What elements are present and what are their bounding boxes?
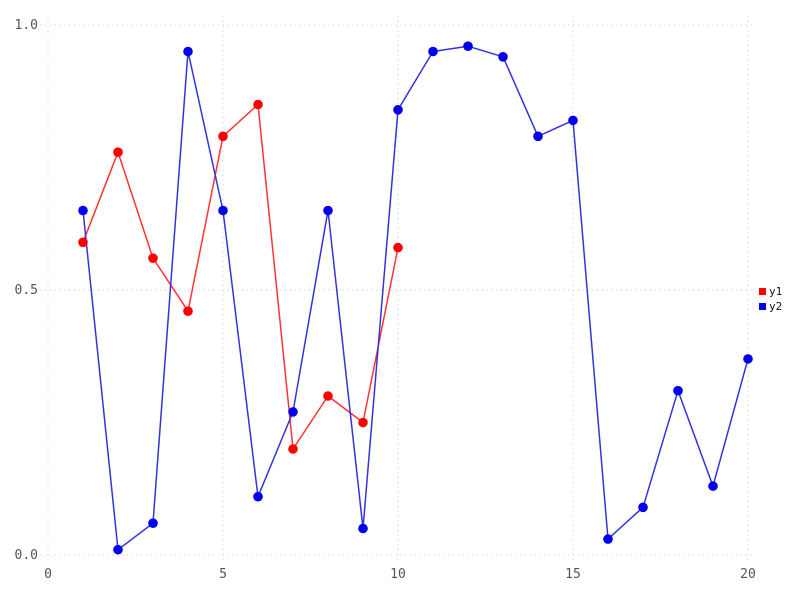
x-tick-label: 20 [740, 567, 756, 582]
y-tick-label: 0.0 [15, 548, 38, 563]
series-point-y2 [358, 523, 368, 534]
series-point-y2 [428, 46, 438, 57]
series-point-y2 [218, 205, 228, 216]
x-tick-label: 15 [565, 567, 581, 582]
series-point-y1 [393, 242, 403, 253]
series-point-y1 [78, 237, 88, 248]
series-point-y2 [78, 205, 88, 216]
series-line-y2 [82, 45, 749, 551]
series-point-y2 [183, 46, 193, 57]
series-point-y2 [148, 518, 158, 528]
series-point-y1 [113, 147, 123, 157]
x-tick-label: 5 [219, 567, 227, 582]
series-point-y1 [218, 131, 228, 142]
x-tick-label: 0 [44, 567, 52, 582]
series-point-y2 [498, 52, 508, 62]
series-point-y2 [603, 534, 613, 544]
legend-label-y1: y1 [769, 285, 782, 298]
series-line-y1 [82, 103, 399, 450]
series-point-y1 [183, 306, 193, 317]
series-point-y2 [533, 131, 543, 142]
series-point-y1 [148, 253, 158, 263]
legend-label-y2: y2 [769, 300, 782, 313]
series-point-y2 [568, 115, 578, 126]
legend-swatch-y2 [759, 303, 766, 310]
series-point-y2 [288, 407, 298, 417]
series-point-y1 [323, 391, 333, 401]
series-point-y1 [358, 417, 368, 428]
series-point-y2 [113, 544, 123, 555]
legend-swatch-y1 [759, 288, 766, 295]
y-tick-label: 0.5 [15, 283, 38, 298]
series-point-y2 [253, 491, 263, 502]
series-point-y2 [463, 41, 473, 51]
series-point-y2 [743, 354, 753, 364]
series-point-y2 [708, 481, 718, 491]
x-tick-label: 10 [390, 567, 406, 582]
y-tick-label: 1.0 [15, 18, 38, 33]
series-point-y2 [673, 385, 683, 396]
series-point-y1 [288, 444, 298, 454]
series-point-y1 [253, 99, 263, 110]
series-point-y2 [638, 502, 648, 513]
series-point-y2 [323, 205, 333, 216]
series-point-y2 [393, 105, 403, 115]
